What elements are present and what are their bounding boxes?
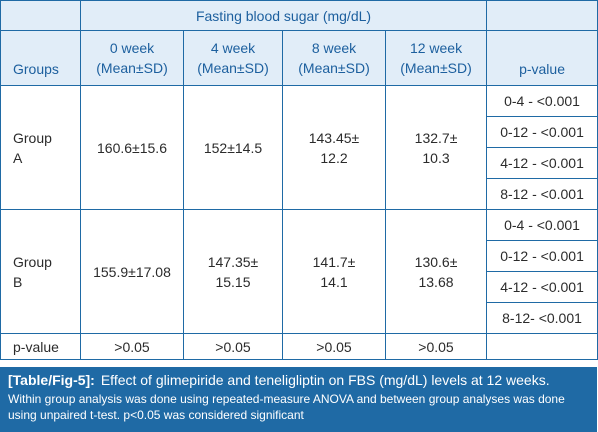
value-cell: 160.6±15.6 xyxy=(80,85,184,210)
pvalue-cell: 8-12 - <0.001 xyxy=(486,178,598,210)
caption-title: Effect of glimepiride and teneligliptin … xyxy=(100,372,550,388)
value-line2: 10.3 xyxy=(422,149,450,166)
group-b-label: Group B xyxy=(0,209,81,334)
value-cell: 130.6± 13.68 xyxy=(384,209,488,334)
table-row: 4-12 - <0.001 xyxy=(1,147,598,179)
groups-header: Groups xyxy=(0,30,81,86)
value-line2: 15.15 xyxy=(215,273,251,290)
value-cell: 141.7± 14.1 xyxy=(282,209,386,334)
pvalue-cell: 0-12 - <0.001 xyxy=(486,240,598,272)
value-cell: 152±14.5 xyxy=(183,85,283,210)
table-row: Group B 155.9±17.08 147.35± 15.15 141.7±… xyxy=(0,209,598,334)
empty-corner-cell xyxy=(0,0,81,31)
col-header-12-week: 12 week (Mean±SD) xyxy=(384,30,488,86)
pvalue-header: p-value xyxy=(486,30,598,86)
caption-title-line: [Table/Fig-5]: Effect of glimepiride and … xyxy=(8,371,589,389)
table-row: 4-12 - <0.001 xyxy=(1,271,598,303)
value-line2: 14.1 xyxy=(320,273,348,290)
footer-pvalue-cell: >0.05 xyxy=(183,333,283,360)
table-row: 0-12 - <0.001 xyxy=(1,240,598,272)
value-line1: 132.7± xyxy=(414,129,458,146)
footer-pvalue-cell: >0.05 xyxy=(282,333,386,360)
col-header-line1: 8 week xyxy=(311,40,357,56)
col-header-line2: (Mean±SD) xyxy=(298,60,370,76)
group-line1: Group xyxy=(13,253,52,270)
value-line1: 141.7± xyxy=(312,253,356,270)
footer-pvalue-label: p-value xyxy=(0,333,81,360)
group-line1: Group xyxy=(13,129,52,146)
col-header-line1: 0 week xyxy=(109,40,155,56)
pvalue-cell: 8-12- <0.001 xyxy=(486,302,598,334)
pvalue-cell: 4-12 - <0.001 xyxy=(486,271,598,303)
pvalue-cell: 0-4 - <0.001 xyxy=(486,209,598,241)
col-header-line1: 12 week xyxy=(409,40,463,56)
group-a-label: Group A xyxy=(0,85,81,210)
value-cell: 155.9±17.08 xyxy=(80,209,184,334)
table-row: 8-12- <0.001 xyxy=(1,302,598,334)
value-cell: 132.7± 10.3 xyxy=(384,85,488,210)
value-line1: 147.35± xyxy=(207,253,259,270)
footer-empty-cell xyxy=(486,333,598,360)
value-line1: 155.9±17.08 xyxy=(93,263,171,280)
fbs-table: Fasting blood sugar (mg/dL) Groups 0 wee… xyxy=(0,0,598,360)
pvalue-cell: 4-12 - <0.001 xyxy=(486,147,598,179)
super-header-row: Fasting blood sugar (mg/dL) xyxy=(0,0,598,31)
value-line1: 160.6±15.6 xyxy=(97,139,167,156)
col-header-line2: (Mean±SD) xyxy=(96,60,168,76)
empty-corner-cell-right xyxy=(486,0,598,31)
group-line2: A xyxy=(13,149,23,166)
col-header-8-week: 8 week (Mean±SD) xyxy=(282,30,386,86)
pvalue-cell: 0-4 - <0.001 xyxy=(486,85,598,117)
footer-pvalue-cell: >0.05 xyxy=(384,333,488,360)
footer-pvalue-row: p-value >0.05 >0.05 >0.05 >0.05 xyxy=(0,333,598,360)
table-row: 0-12 - <0.001 xyxy=(1,116,598,148)
group-line2: B xyxy=(13,273,23,290)
col-header-4-week: 4 week (Mean±SD) xyxy=(183,30,283,86)
table-caption: [Table/Fig-5]: Effect of glimepiride and … xyxy=(0,367,597,432)
value-line1: 143.45± xyxy=(308,129,360,146)
table-row: Group A 160.6±15.6 152±14.5 143.45± 12.2… xyxy=(0,85,598,210)
super-header: Fasting blood sugar (mg/dL) xyxy=(79,0,488,31)
column-header-row: Groups 0 week (Mean±SD) 4 week (Mean±SD)… xyxy=(0,30,598,86)
footer-pvalue-cell: >0.05 xyxy=(80,333,184,360)
col-header-0-week: 0 week (Mean±SD) xyxy=(80,30,184,86)
value-line2: 13.68 xyxy=(418,273,454,290)
col-header-line2: (Mean±SD) xyxy=(400,60,472,76)
value-cell: 143.45± 12.2 xyxy=(282,85,386,210)
value-line1: 152±14.5 xyxy=(203,139,263,156)
value-cell: 147.35± 15.15 xyxy=(183,209,283,334)
col-header-line2: (Mean±SD) xyxy=(197,60,269,76)
value-line1: 130.6± xyxy=(414,253,458,270)
caption-tag: [Table/Fig-5]: xyxy=(8,372,95,388)
caption-note: Within group analysis was done using rep… xyxy=(8,392,565,422)
value-line2: 12.2 xyxy=(320,149,348,166)
col-header-line1: 4 week xyxy=(210,40,256,56)
pvalue-cell: 0-12 - <0.001 xyxy=(486,116,598,148)
